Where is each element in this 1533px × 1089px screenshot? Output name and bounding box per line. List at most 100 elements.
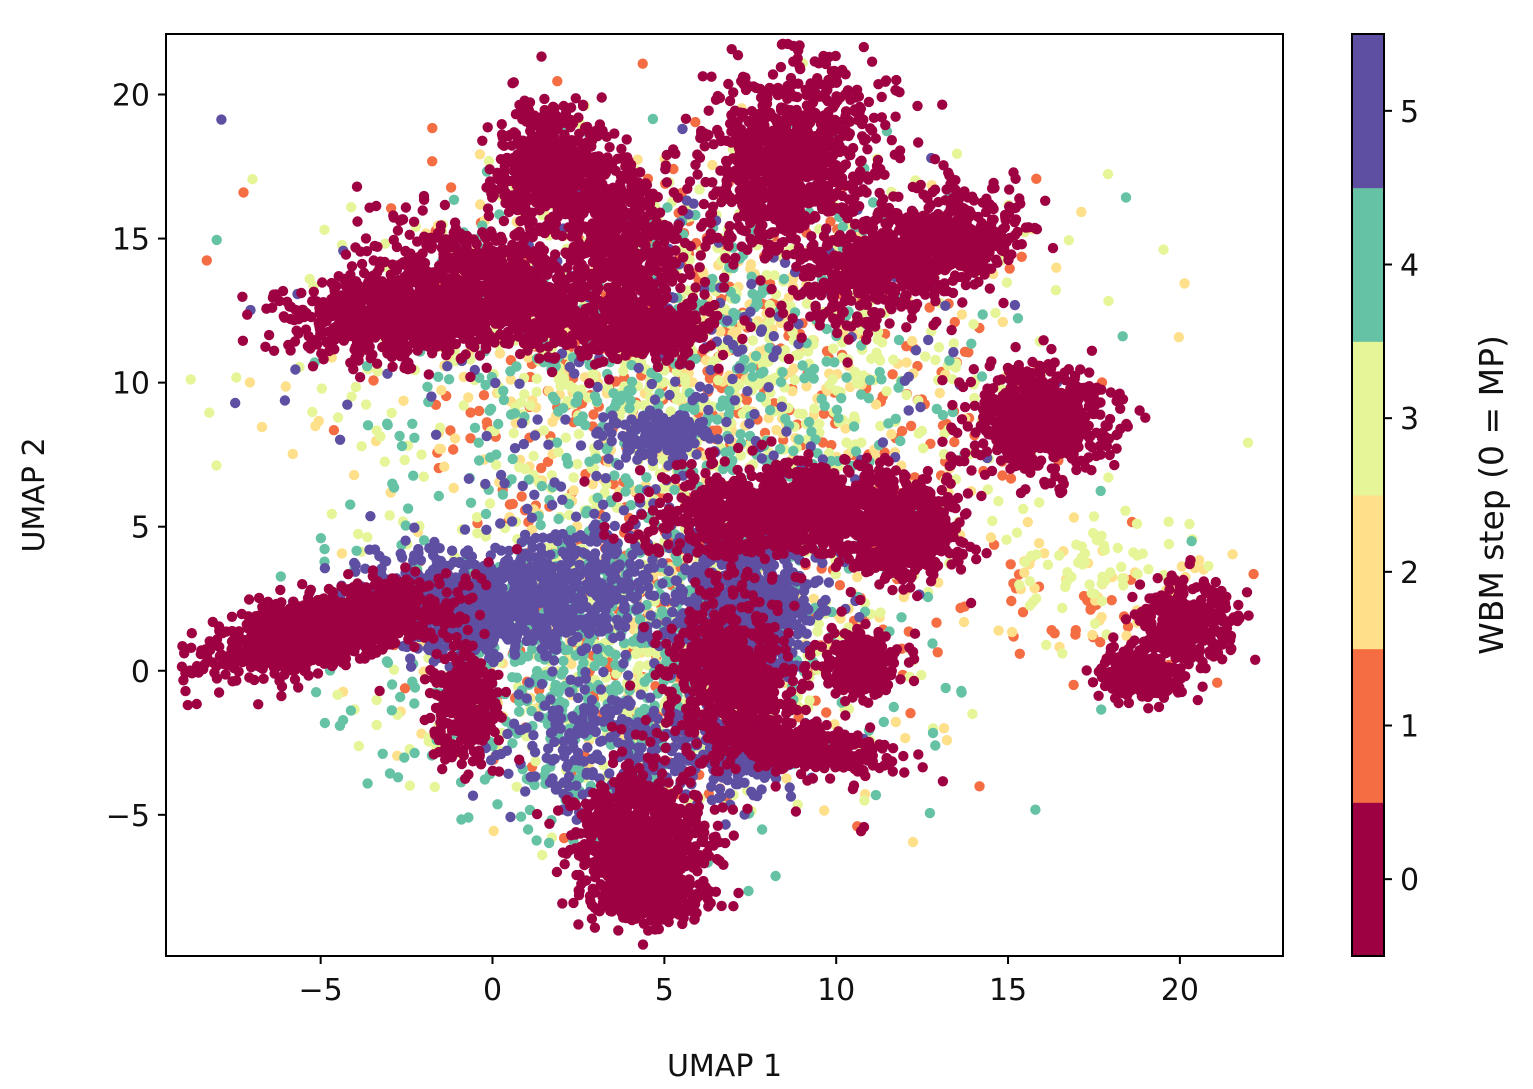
scatter-point (497, 582, 508, 594)
scatter-point (402, 503, 414, 514)
scatter-point (949, 436, 960, 448)
scatter-point (569, 573, 581, 585)
scatter-point (841, 372, 852, 383)
scatter-point (618, 603, 629, 614)
scatter-point (509, 593, 521, 604)
scatter-point (540, 575, 551, 587)
scatter-point (657, 578, 668, 589)
scatter-point (920, 351, 931, 362)
scatter-point (814, 418, 825, 429)
scatter-point (522, 503, 533, 514)
scatter-point (1212, 677, 1223, 688)
scatter-point (610, 544, 621, 555)
scatter-point (326, 508, 337, 520)
scatter-point (1051, 262, 1062, 273)
scatter-point (938, 723, 950, 734)
scatter-point (778, 273, 790, 285)
scatter-point (448, 194, 460, 205)
scatter-point (507, 672, 518, 683)
scatter-point (484, 498, 496, 509)
scatter-point (352, 528, 364, 540)
scatter-point (369, 544, 381, 555)
scatter-point (713, 375, 724, 386)
scatter-point (690, 116, 701, 128)
scatter-point (501, 558, 512, 570)
scatter-point (990, 307, 1001, 319)
scatter-point (465, 407, 476, 418)
scatter-point (1088, 511, 1100, 522)
scatter-point (231, 372, 242, 383)
scatter-point (809, 403, 820, 414)
scatter-point (1019, 567, 1030, 578)
scatter-point (878, 716, 889, 728)
scatter-point (504, 499, 516, 510)
scatter-point (927, 727, 939, 739)
scatter-point (852, 571, 863, 583)
scatter-point (821, 707, 832, 718)
scatter-point (332, 689, 343, 700)
scatter-point (771, 424, 782, 436)
scatter-point (1022, 516, 1033, 528)
scatter-point (1143, 564, 1154, 575)
scatter-point (747, 288, 758, 299)
scatter-point (328, 425, 340, 436)
scatter-point (881, 386, 892, 397)
scatter-point (1024, 576, 1036, 587)
scatter-point (806, 426, 817, 437)
scatter-point (588, 409, 599, 420)
scatter-point (637, 58, 648, 69)
scatter-point (1118, 580, 1129, 591)
scatter-point (388, 482, 400, 493)
scatter-point (613, 684, 624, 695)
scatter-point (827, 374, 838, 385)
scatter-point (408, 470, 419, 481)
scatter-point (930, 354, 941, 366)
scatter-point (416, 449, 427, 460)
scatter-point (622, 612, 633, 624)
scatter-point (346, 202, 357, 213)
scatter-point (541, 650, 552, 661)
scatter-point (561, 550, 573, 561)
scatter-point (545, 549, 556, 560)
scatter-point (956, 685, 967, 697)
scatter-point (238, 187, 249, 198)
scatter-point (626, 385, 637, 396)
scatter-point (407, 418, 418, 429)
scatter-point (439, 461, 450, 472)
scatter-point (1042, 559, 1054, 570)
scatter-point (712, 425, 723, 436)
scatter-point (997, 470, 1008, 481)
scatter-point (746, 362, 757, 373)
scatter-point (1030, 804, 1041, 815)
scatter-point (392, 772, 404, 783)
scatter-point (874, 366, 885, 378)
scatter-point (409, 747, 420, 759)
scatter-point (573, 415, 584, 427)
scatter-point (1063, 235, 1075, 246)
scatter-point (931, 403, 942, 415)
scatter-point (886, 429, 897, 440)
scatter-point (820, 605, 832, 616)
scatter-point (780, 413, 791, 424)
scatter-point (348, 469, 360, 481)
scatter-point (409, 698, 420, 709)
scatter-point (1006, 595, 1017, 607)
scatter-point (256, 421, 268, 433)
scatter-point (1041, 639, 1052, 651)
scatter-point (829, 357, 840, 368)
scatter-point (775, 376, 787, 388)
scatter-point (473, 405, 485, 417)
scatter-point (521, 579, 532, 591)
scatter-point (1011, 527, 1023, 538)
scatter-point (527, 542, 538, 553)
scatter-point (793, 349, 804, 361)
scatter-point (1112, 542, 1124, 554)
scatter-point (488, 825, 499, 837)
scatter-point (561, 452, 572, 464)
scatter-point (480, 508, 492, 520)
scatter-point (446, 545, 458, 556)
scatter-point (1089, 588, 1100, 599)
scatter-point (750, 350, 762, 362)
scatter-point (834, 580, 846, 591)
scatter-point (498, 385, 509, 397)
